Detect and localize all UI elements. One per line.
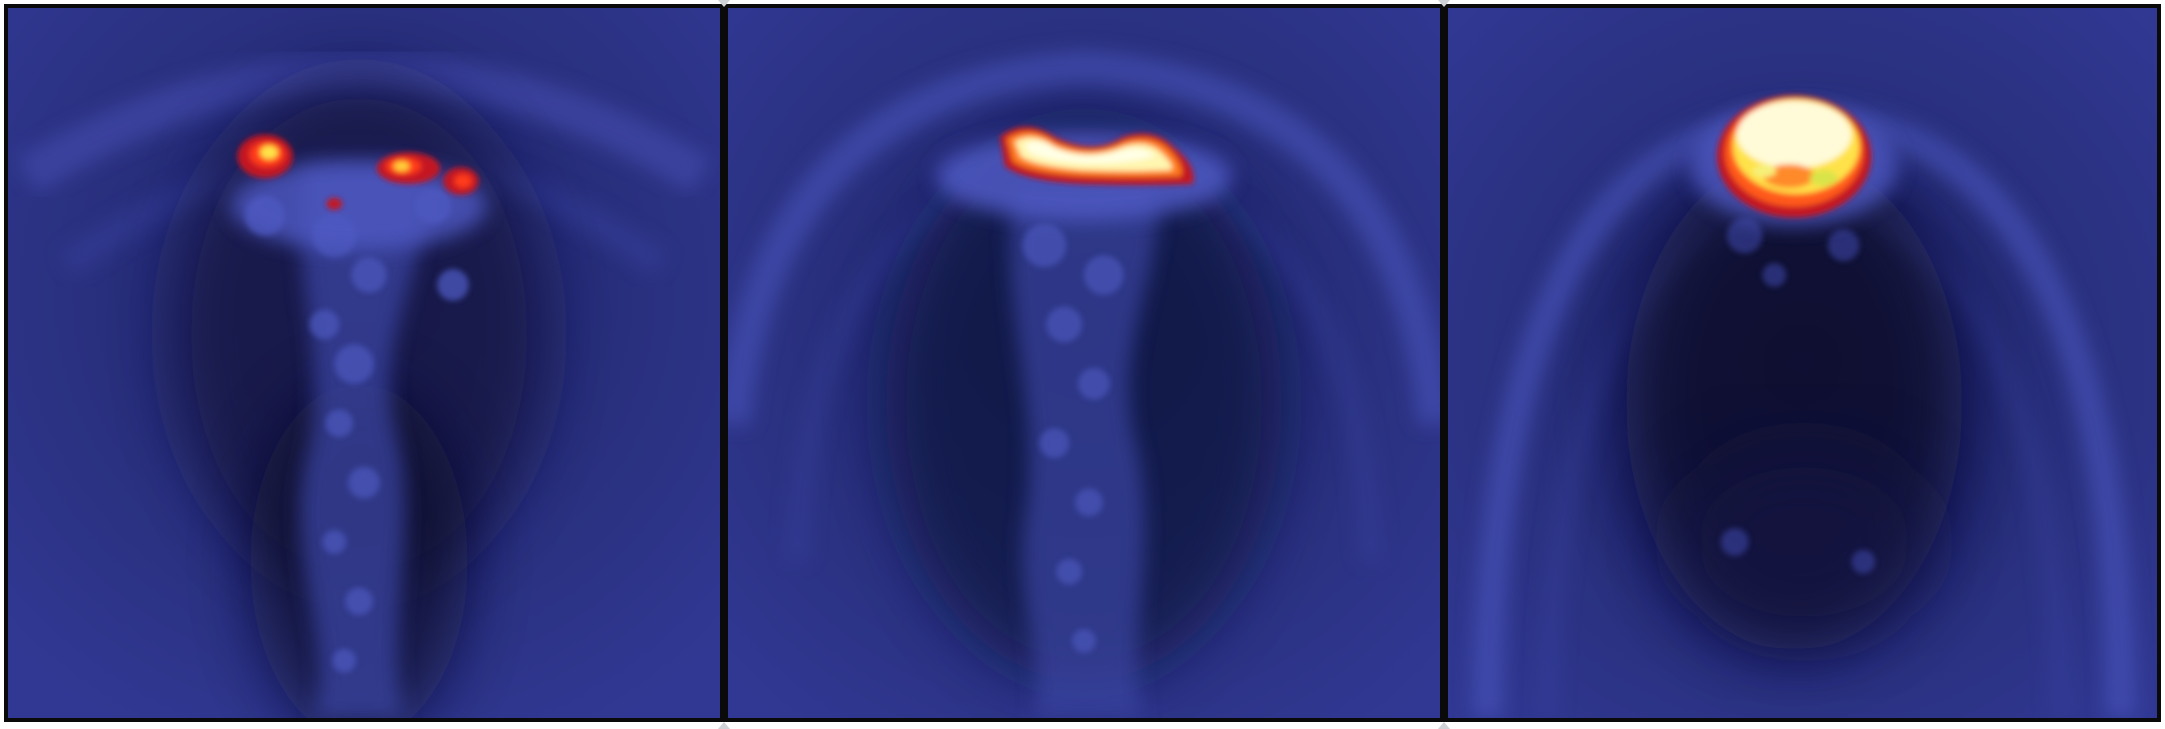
panel-2-image — [728, 8, 1440, 718]
panel-divider-marker-top-1 — [718, 0, 730, 7]
panel-3-image — [1448, 8, 2157, 718]
simulation-panel-3 — [1444, 4, 2161, 722]
panel-divider-marker-bottom-2 — [1438, 722, 1450, 729]
panel-divider-marker-bottom-1 — [718, 722, 730, 729]
simulation-panel-2 — [724, 4, 1444, 722]
panel-divider-marker-top-2 — [1438, 0, 1450, 7]
simulation-panel-1 — [4, 4, 724, 722]
panel-1-image — [8, 8, 720, 718]
